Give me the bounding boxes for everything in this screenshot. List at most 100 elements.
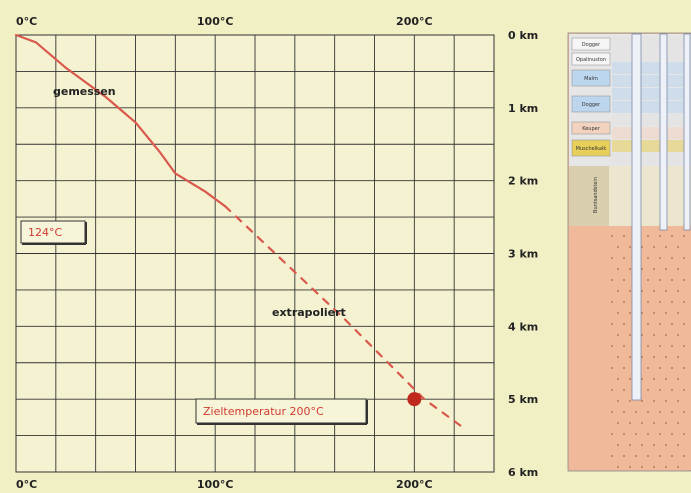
column-layer-box: [571, 52, 611, 66]
column-layer-label: Keuper: [582, 126, 601, 132]
label-gemessen: gemessen: [53, 85, 116, 98]
column-band: [612, 62, 690, 74]
column-band: [612, 36, 690, 48]
bedrock-dot: [635, 433, 637, 435]
bedrock-dot: [665, 356, 667, 358]
bedrock-dot: [653, 246, 655, 248]
bedrock-dot: [659, 257, 661, 259]
bedrock-dot: [683, 411, 685, 413]
bedrock-dot: [641, 378, 643, 380]
x-axis-bottom-ticks: 0°C 100°C 200°C: [16, 478, 433, 491]
bedrock-dot: [653, 466, 655, 468]
column-tan-block: [569, 166, 609, 226]
bedrock-dot: [629, 290, 631, 292]
bedrock-dot: [617, 356, 619, 358]
bedrock-dot: [611, 279, 613, 281]
annotation-zieltemperatur-box: [195, 398, 367, 424]
label-extrapoliert: extrapoliert: [272, 306, 346, 319]
bedrock-dot: [641, 356, 643, 358]
bedrock-dot: [623, 433, 625, 435]
bedrock-dot: [683, 279, 685, 281]
bedrock-dot: [647, 433, 649, 435]
column-layer-label: Opalinuston: [576, 57, 606, 63]
bedrock-dot: [629, 422, 631, 424]
bedrock-dot: [617, 422, 619, 424]
bedrock-dot: [677, 246, 679, 248]
annotation-zieltemperatur: Zieltemperatur 200°C: [195, 398, 368, 425]
bedrock-dot: [665, 268, 667, 270]
x-axis-top-ticks: 0°C 100°C 200°C: [16, 15, 433, 28]
bedrock-dot: [641, 466, 643, 468]
bedrock-dot: [617, 290, 619, 292]
bedrock-dot: [671, 301, 673, 303]
annotation-124c-text: 124°C: [28, 226, 62, 239]
bedrock-dot: [659, 389, 661, 391]
bedrock-dot: [653, 422, 655, 424]
bedrock-dot: [647, 345, 649, 347]
column-band: [612, 127, 690, 139]
bedrock-dot: [683, 367, 685, 369]
bedrock-dot: [653, 334, 655, 336]
annotation-zieltemperatur-text: Zieltemperatur 200°C: [203, 405, 324, 418]
bedrock-dot: [677, 466, 679, 468]
column-layer-label: Malm: [584, 76, 598, 82]
bedrock-dot: [641, 290, 643, 292]
bedrock-dot: [629, 356, 631, 358]
column-layer-label: Dogger: [582, 42, 601, 48]
bedrock-dot: [677, 290, 679, 292]
bedrock-dot: [611, 323, 613, 325]
bedrock-dot: [659, 301, 661, 303]
column-layer-labels: Dogger Opalinuston Malm Dogger Keuper Muschel…: [571, 36, 690, 213]
bedrock-dot: [623, 367, 625, 369]
column-bedrock-dots: [611, 235, 685, 468]
x-tick-label-bottom: 0°C: [16, 478, 37, 491]
bedrock-dot: [635, 455, 637, 457]
bedrock-dot: [641, 246, 643, 248]
annotations: gemessen 124°C extrapoliert Zieltemperat…: [20, 85, 368, 425]
bedrock-dot: [677, 268, 679, 270]
column-layer-box: [571, 95, 611, 113]
column-bedrock-block: [569, 226, 691, 470]
bedrock-dot: [653, 356, 655, 358]
bedrock-dot: [617, 444, 619, 446]
column-layer-box: [571, 69, 611, 87]
column-band: [612, 75, 690, 87]
bedrock-dot: [611, 411, 613, 413]
borehole-tube-1: [631, 33, 642, 401]
x-tick-label-top: 0°C: [16, 15, 37, 28]
bedrock-dot: [647, 367, 649, 369]
x-tick-label-top: 200°C: [396, 15, 433, 28]
series-line-extrapoliert: [224, 205, 466, 430]
bedrock-dot: [671, 367, 673, 369]
bedrock-dot: [641, 312, 643, 314]
bedrock-dot: [635, 411, 637, 413]
bedrock-dot: [647, 301, 649, 303]
bedrock-dot: [617, 400, 619, 402]
bedrock-dot: [653, 312, 655, 314]
bedrock-dot: [611, 235, 613, 237]
bedrock-dot: [665, 312, 667, 314]
bedrock-dot: [611, 455, 613, 457]
bedrock-dot: [683, 389, 685, 391]
y-tick-label: 3 km: [508, 248, 538, 261]
bedrock-dot: [617, 334, 619, 336]
bedrock-dot: [659, 279, 661, 281]
bedrock-dot: [683, 345, 685, 347]
bedrock-dot: [659, 367, 661, 369]
column-layer-box: [571, 139, 611, 157]
column-layer-box: [571, 37, 611, 51]
bedrock-dot: [629, 400, 631, 402]
y-axis-ticks: 0 km 1 km 2 km 3 km 4 km 5 km 6 km: [508, 29, 538, 479]
bedrock-dot: [677, 334, 679, 336]
bedrock-dot: [623, 279, 625, 281]
bedrock-dot: [683, 301, 685, 303]
bedrock-dot: [683, 433, 685, 435]
bedrock-dot: [677, 312, 679, 314]
bedrock-dot: [671, 455, 673, 457]
bedrock-dot: [671, 257, 673, 259]
y-tick-label: 1 km: [508, 102, 538, 115]
bedrock-dot: [641, 268, 643, 270]
x-tick-label-bottom: 100°C: [197, 478, 234, 491]
bedrock-dot: [677, 378, 679, 380]
bedrock-dot: [659, 235, 661, 237]
